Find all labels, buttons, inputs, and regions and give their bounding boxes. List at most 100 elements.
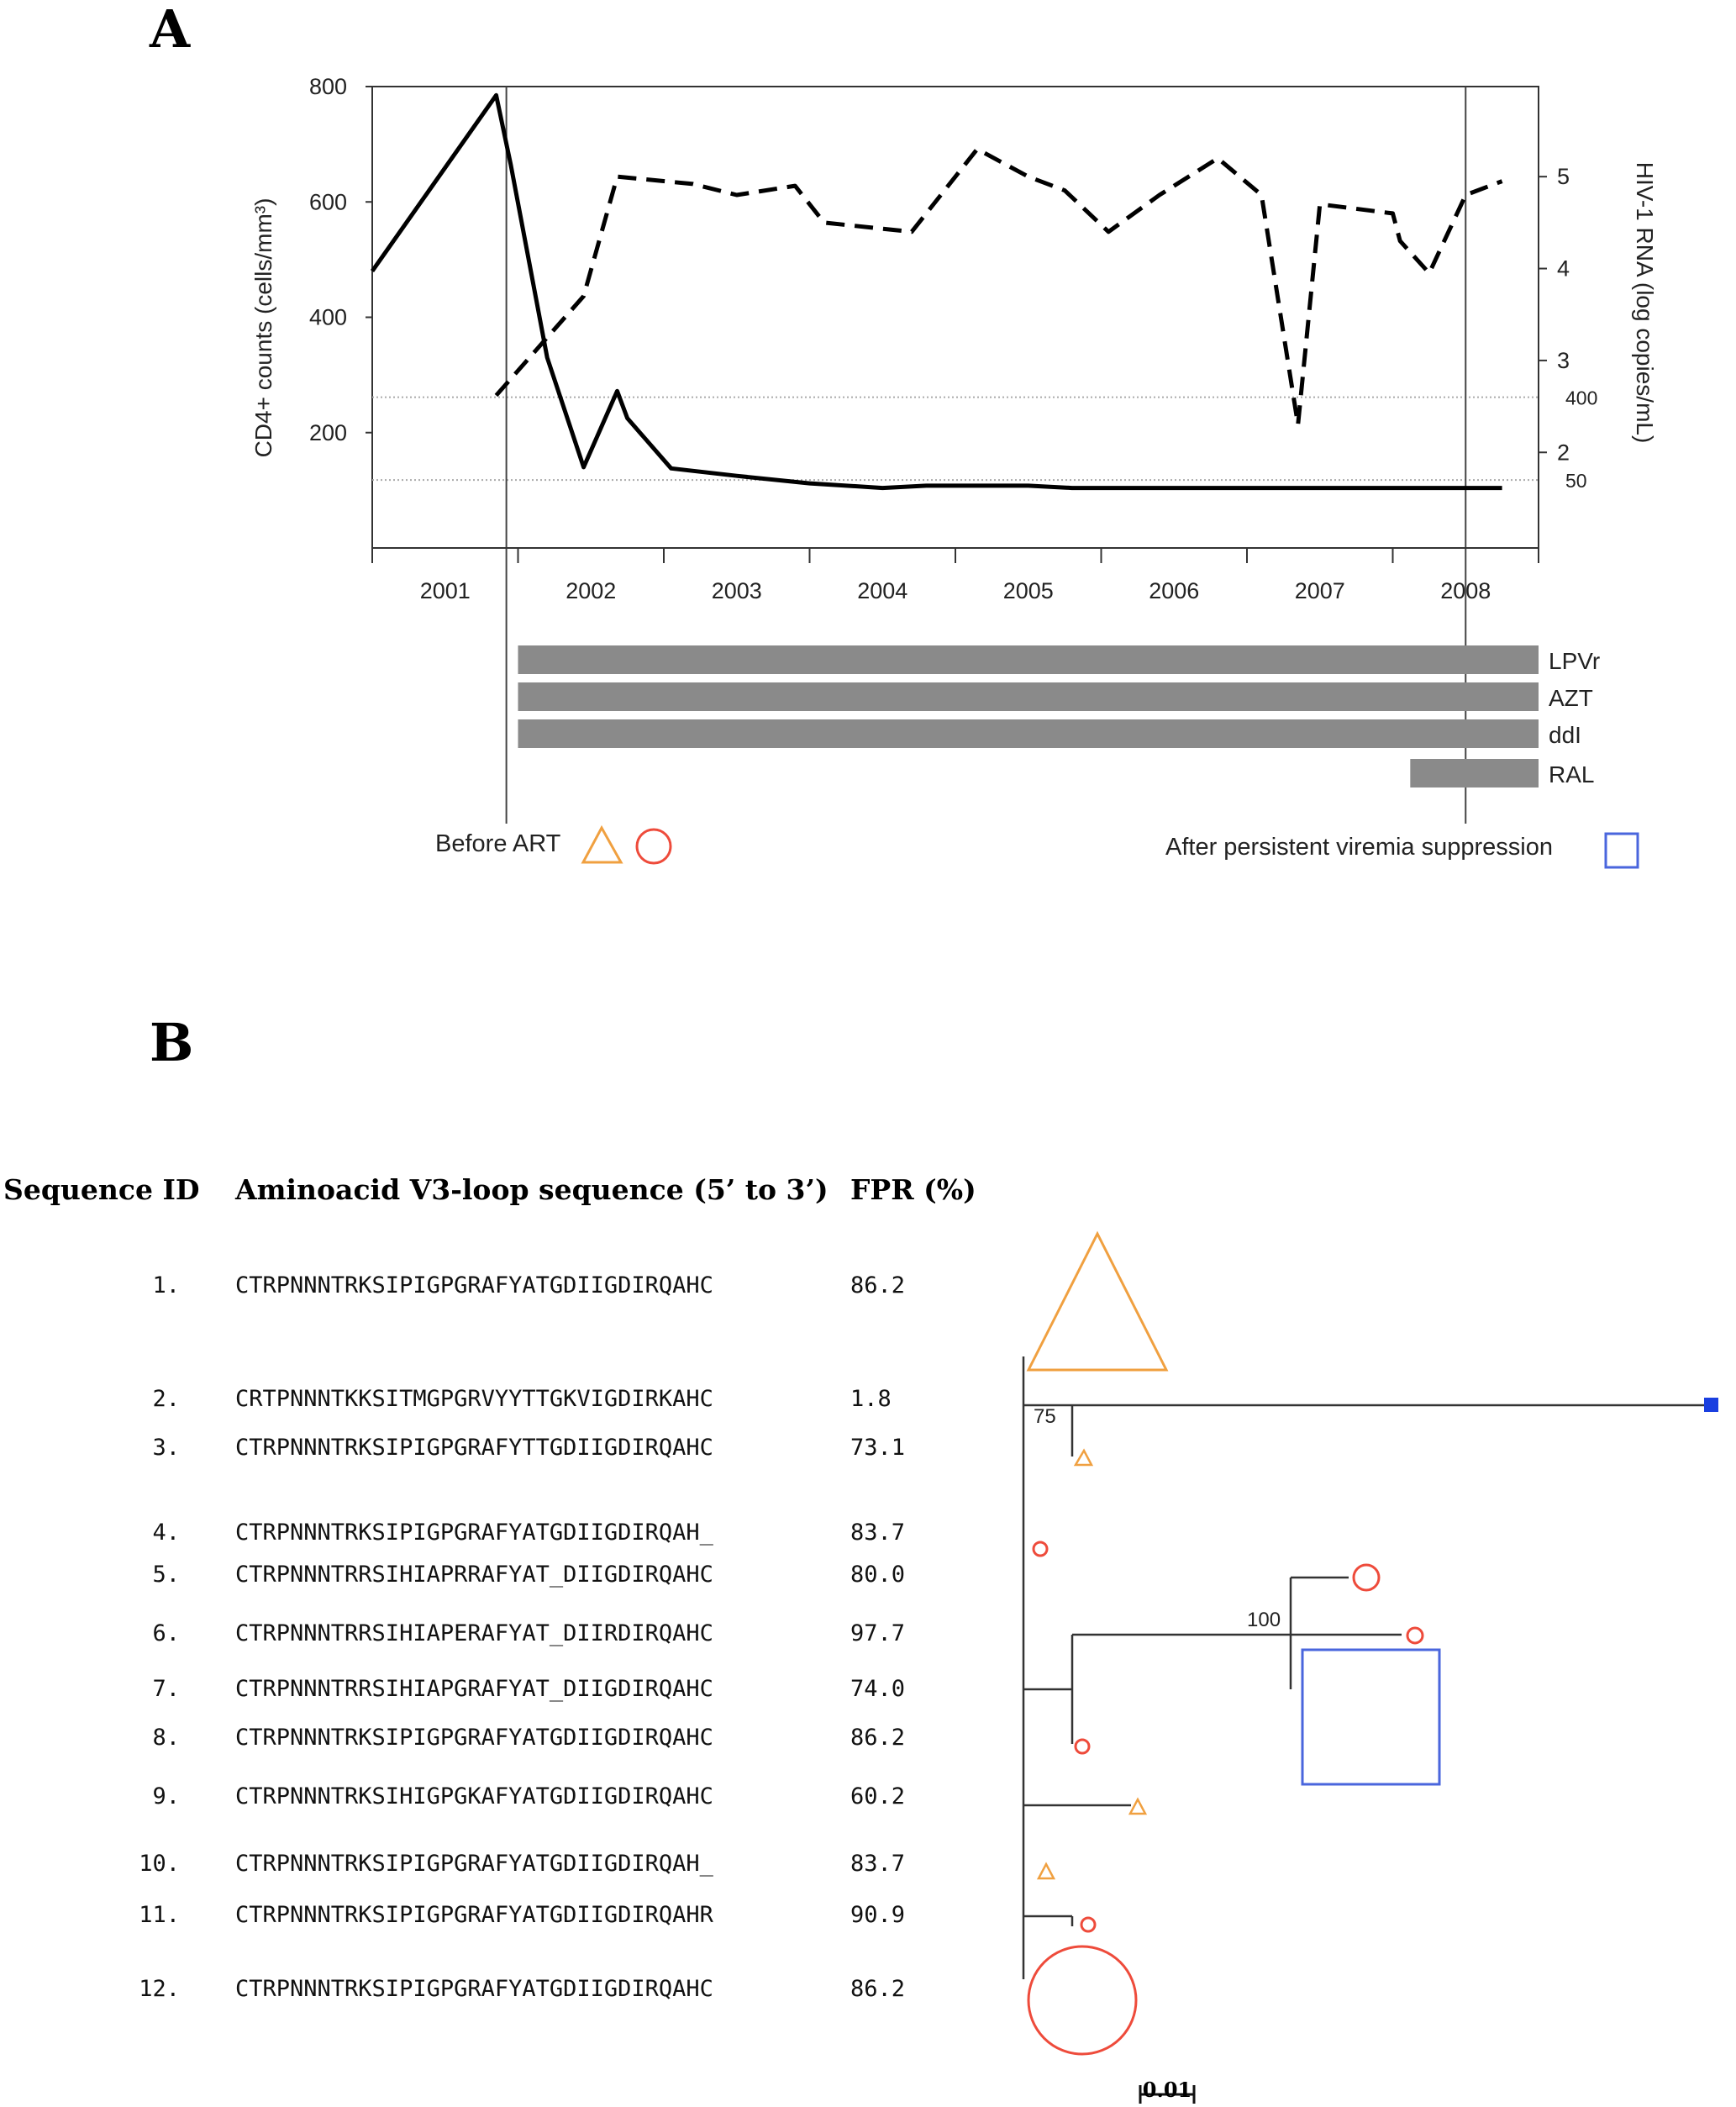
x-tick-label: 2004 bbox=[857, 578, 907, 603]
bootstrap-100: 100 bbox=[1247, 1609, 1281, 1631]
right-tick-label: 2 bbox=[1557, 440, 1570, 465]
red-circle-icon bbox=[1080, 1916, 1097, 1933]
v3-sequence: CTRPNNNTRRSIHIAPGRAFYAT_DIIGDIRQAHC bbox=[235, 1676, 713, 1702]
orange-triangle-icon bbox=[1128, 1797, 1148, 1815]
red-circle-icon bbox=[1027, 1945, 1138, 2056]
x-tick-label: 2002 bbox=[566, 578, 616, 603]
red-circle-icon bbox=[1074, 1738, 1091, 1755]
fpr-value: 83.7 bbox=[850, 1851, 905, 1877]
header-sequence-id: Sequence ID bbox=[3, 1173, 200, 1206]
x-tick-label: 2008 bbox=[1440, 578, 1491, 603]
left-tick-label: 800 bbox=[309, 74, 347, 99]
orange-triangle-icon bbox=[581, 824, 623, 864]
v3-sequence: CTRPNNNTRKSIHIGPGKAFYATGDIIGDIRQAHC bbox=[235, 1783, 713, 1809]
v3-sequence: CTRPNNNTRKSIPIGPGRAFYATGDIIGDIRQAHC bbox=[235, 1725, 713, 1751]
sequence-id: 9. bbox=[152, 1783, 180, 1809]
fpr-value: 97.7 bbox=[850, 1620, 905, 1646]
v3-sequence: CRTPNNNTKKSITMGPGRVYYTTGKVIGDIRKAHC bbox=[235, 1386, 713, 1412]
header-v3-sequence: Aminoacid V3-loop sequence (5’ to 3’) bbox=[234, 1173, 829, 1206]
drug-label: AZT bbox=[1549, 685, 1593, 711]
fpr-value: 73.1 bbox=[850, 1435, 905, 1461]
v3-sequence: CTRPNNNTRRSIHIAPRRAFYAT_DIIGDIRQAHC bbox=[235, 1562, 713, 1588]
threshold-label: 400 bbox=[1565, 387, 1597, 409]
orange-triangle-icon bbox=[1073, 1448, 1094, 1467]
left-tick-label: 400 bbox=[309, 305, 347, 330]
sequence-id: 3. bbox=[152, 1435, 180, 1461]
v3-sequence: CTRPNNNTRKSIPIGPGRAFYATGDIIGDIRQAH_ bbox=[235, 1851, 714, 1877]
panel-b-label: B bbox=[150, 1012, 193, 1073]
hiv-rna-line bbox=[494, 146, 1503, 427]
drug-label: RAL bbox=[1549, 761, 1594, 787]
fpr-value: 1.8 bbox=[850, 1386, 892, 1412]
fpr-value: 80.0 bbox=[850, 1562, 905, 1588]
sequence-id: 11. bbox=[139, 1902, 180, 1928]
red-circle-icon bbox=[1032, 1541, 1049, 1557]
cd4-count-line bbox=[370, 92, 1502, 491]
v3-sequence: CTRPNNNTRKSIPIGPGRAFYATGDIIGDIRQAH_ bbox=[235, 1520, 714, 1546]
plot-frame bbox=[371, 86, 1539, 549]
fpr-value: 86.2 bbox=[850, 1725, 905, 1751]
sequence-id: 6. bbox=[152, 1620, 180, 1646]
sequence-id: 2. bbox=[152, 1386, 180, 1412]
sequence-id: 12. bbox=[139, 1976, 180, 2002]
red-circle-icon bbox=[1352, 1563, 1381, 1592]
phylogenetic-tree bbox=[1022, 1356, 1711, 1979]
fpr-value: 83.7 bbox=[850, 1520, 905, 1546]
bootstrap-75: 75 bbox=[1034, 1405, 1056, 1428]
orange-triangle-icon bbox=[1036, 1862, 1056, 1880]
drug-bar-lpvr bbox=[518, 645, 1539, 674]
drug-label: LPVr bbox=[1549, 648, 1600, 674]
red-circle-icon bbox=[1406, 1626, 1424, 1645]
v3-sequence: CTRPNNNTRRSIHIAPERAFYAT_DIIRDIRQAHC bbox=[235, 1620, 713, 1646]
sequence-id: 10. bbox=[139, 1851, 180, 1877]
header-fpr: FPR (%) bbox=[850, 1173, 976, 1206]
sequence-id: 7. bbox=[152, 1676, 180, 1702]
right-axis-label: HIV-1 RNA (log copies/mL) bbox=[1632, 162, 1658, 444]
drug-label: ddI bbox=[1549, 722, 1581, 748]
right-tick-label: 4 bbox=[1557, 256, 1570, 282]
legend-before-art: Before ART bbox=[435, 830, 561, 857]
red-circle-icon bbox=[635, 828, 672, 865]
blue-square-icon bbox=[1704, 1398, 1718, 1412]
drug-bar-ral bbox=[1410, 759, 1539, 787]
fpr-value: 90.9 bbox=[850, 1902, 905, 1928]
sequence-id: 8. bbox=[152, 1725, 180, 1751]
scale-bar bbox=[1139, 2085, 1196, 2104]
left-tick-label: 200 bbox=[309, 420, 347, 445]
series-lines bbox=[370, 92, 1503, 491]
fpr-value: 86.2 bbox=[850, 1272, 905, 1298]
fpr-value: 74.0 bbox=[850, 1676, 905, 1702]
drug-bars: LPVr AZT ddI RAL bbox=[518, 645, 1600, 787]
x-tick-label: 2001 bbox=[420, 578, 471, 603]
left-tick-label: 600 bbox=[309, 189, 347, 214]
v3-sequence: CTRPNNNTRKSIPIGPGRAFYATGDIIGDIRQAHR bbox=[235, 1902, 714, 1928]
reference-lines bbox=[372, 396, 1539, 482]
left-axis-label: CD4+ counts (cells/mm³) bbox=[250, 198, 276, 458]
sequence-id: 5. bbox=[152, 1562, 180, 1588]
left-axis-ticks: 200 400 600 800 bbox=[309, 74, 372, 445]
blue-square-icon bbox=[1301, 1648, 1441, 1786]
legend-after-suppression: After persistent viremia suppression bbox=[1165, 834, 1553, 861]
x-tick-label: 2007 bbox=[1295, 578, 1345, 603]
event-lines bbox=[505, 87, 1467, 824]
sequence-rows: 1. CTRPNNNTRKSIPIGPGRAFYATGDIIGDIRQAHC 86.… bbox=[139, 1272, 905, 2002]
sequence-id: 1. bbox=[152, 1272, 180, 1298]
scale-bar-label: 0.01 bbox=[1143, 2078, 1192, 2102]
orange-triangle-icon bbox=[1026, 1230, 1169, 1372]
v3-sequence: CTRPNNNTRKSIPIGPGRAFYTTGDIIGDIRQAHC bbox=[235, 1435, 713, 1461]
sequence-table: Sequence ID Aminoacid V3-loop sequence (… bbox=[3, 1173, 976, 2002]
x-tick-label: 2005 bbox=[1003, 578, 1054, 603]
x-axis-ticks: 2001 2002 2003 2004 2005 2006 2007 2008 bbox=[371, 547, 1539, 603]
x-tick-label: 2006 bbox=[1149, 578, 1199, 603]
drug-bar-ddi bbox=[518, 719, 1539, 748]
right-tick-label: 5 bbox=[1557, 164, 1570, 189]
fpr-value: 60.2 bbox=[850, 1783, 905, 1809]
right-tick-label: 3 bbox=[1557, 348, 1570, 373]
threshold-label: 50 bbox=[1565, 470, 1587, 492]
sequence-id: 4. bbox=[152, 1520, 180, 1546]
right-axis-ticks: 2 3 4 5 400 50 bbox=[1539, 164, 1597, 492]
v3-sequence: CTRPNNNTRKSIPIGPGRAFYATGDIIGDIRQAHC bbox=[235, 1976, 713, 2002]
blue-square-icon bbox=[1604, 832, 1639, 869]
